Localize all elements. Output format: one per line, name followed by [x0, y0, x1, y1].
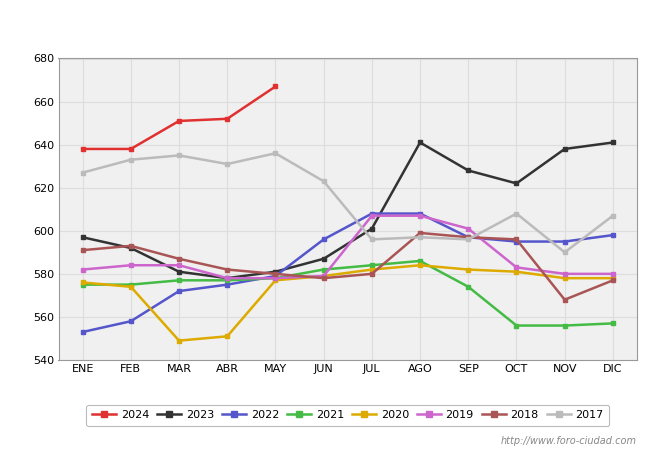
Legend: 2024, 2023, 2022, 2021, 2020, 2019, 2018, 2017: 2024, 2023, 2022, 2021, 2020, 2019, 2018…: [86, 405, 609, 426]
Text: Afiliados en Linyola a 31/5/2024: Afiliados en Linyola a 31/5/2024: [180, 14, 470, 33]
Text: http://www.foro-ciudad.com: http://www.foro-ciudad.com: [501, 436, 637, 446]
